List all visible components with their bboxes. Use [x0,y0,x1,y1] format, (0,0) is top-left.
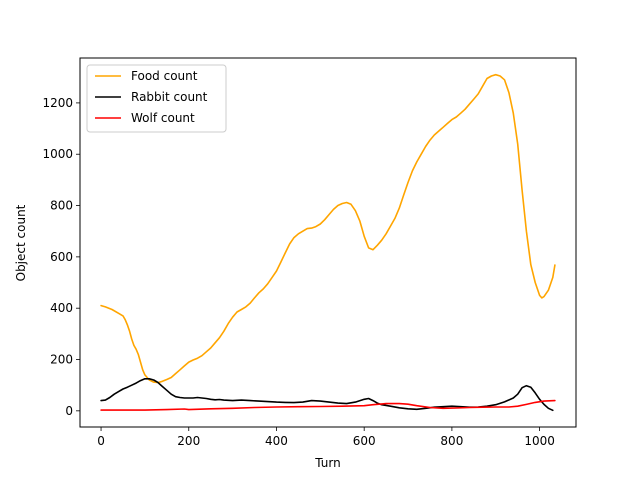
x-axis-label: Turn [314,456,340,470]
x-tick-label: 600 [353,434,376,448]
legend-label-wolf: Wolf count [131,111,195,125]
x-tick-label: 1000 [524,434,555,448]
y-axis-label: Object count [14,204,28,281]
plot-frame [79,57,577,428]
x-tick-label: 800 [440,434,463,448]
y-tick-label: 800 [50,199,73,213]
x-tick-label: 0 [97,434,105,448]
y-tick-label: 400 [50,301,73,315]
series-line-wolf-count [100,399,556,411]
y-tick-label: 0 [65,404,73,418]
y-tick-label: 200 [50,353,73,367]
plot-lines [100,73,556,412]
y-tick-label: 1000 [42,147,73,161]
legend-box [86,64,227,133]
y-tick-label: 1200 [42,96,73,110]
y-tick-label: 600 [50,250,73,264]
y-axis-ticks: 0 200 400 600 800 1000 1200 [42,96,80,418]
series-line-rabbit-count [100,378,554,412]
series-line-food-count [100,73,556,384]
legend-label-food: Food count [131,69,198,83]
legend: Food count Rabbit count Wolf count [86,64,227,133]
x-tick-label: 200 [177,434,200,448]
legend-label-rabbit: Rabbit count [131,90,208,104]
x-tick-label: 400 [265,434,288,448]
x-axis-ticks: 0 200 400 600 800 1000 [97,427,555,448]
